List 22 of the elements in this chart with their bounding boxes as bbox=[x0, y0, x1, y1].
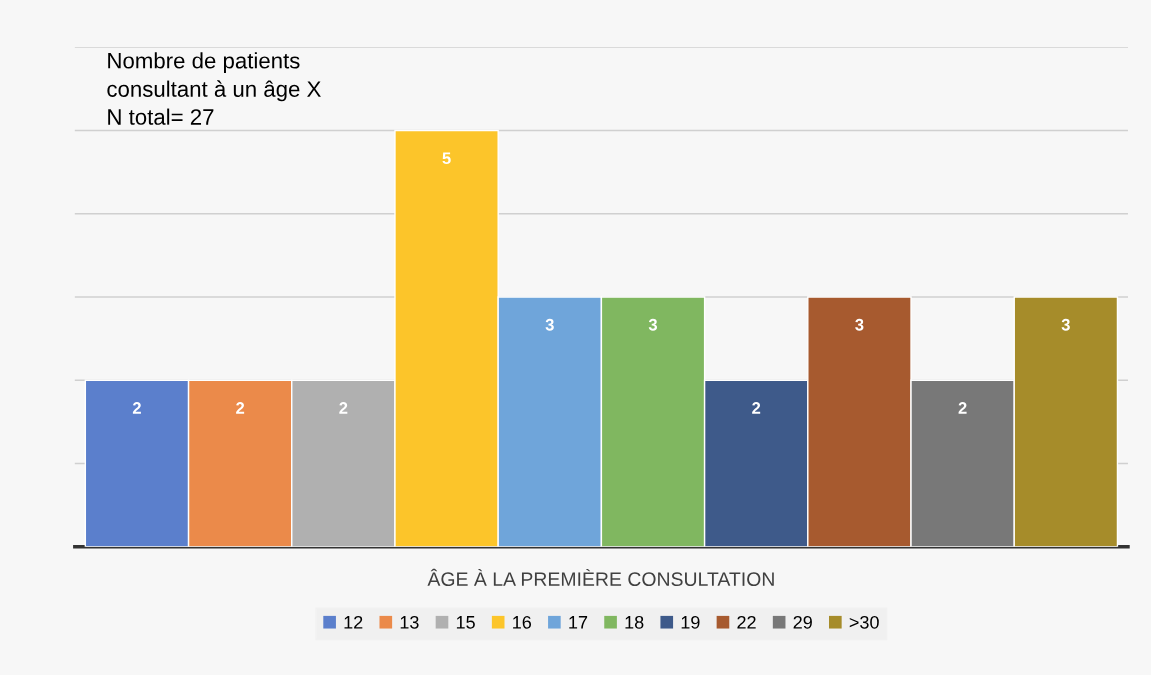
legend-label: 13 bbox=[400, 615, 419, 629]
data-label: 3 bbox=[648, 318, 658, 331]
legend-label: 16 bbox=[513, 615, 532, 629]
data-label: 3 bbox=[545, 318, 554, 331]
data-label: 2 bbox=[339, 402, 348, 414]
legend-label: 29 bbox=[793, 615, 812, 629]
legend-label: 22 bbox=[737, 615, 756, 629]
legend-label: >30 bbox=[849, 615, 879, 629]
data-label: 2 bbox=[132, 402, 141, 414]
data-label: 3 bbox=[1061, 318, 1070, 331]
data-label: 2 bbox=[752, 402, 761, 414]
data-label: 3 bbox=[855, 318, 864, 331]
legend-label: 19 bbox=[681, 615, 700, 629]
data-label: 5 bbox=[442, 152, 451, 165]
legend-label: 18 bbox=[625, 615, 644, 629]
data-label: 2 bbox=[958, 402, 967, 414]
data-label: 2 bbox=[236, 402, 245, 414]
text: Nombre de patients consultant à un âge X N total= 27 bbox=[107, 52, 321, 125]
legend-label: 17 bbox=[569, 616, 588, 629]
legend-label: 15 bbox=[456, 616, 475, 629]
legend-label: 12 bbox=[344, 615, 363, 629]
x-axis-title: ÂGE À LA PREMIÈRE CONSULTATION bbox=[427, 568, 774, 587]
